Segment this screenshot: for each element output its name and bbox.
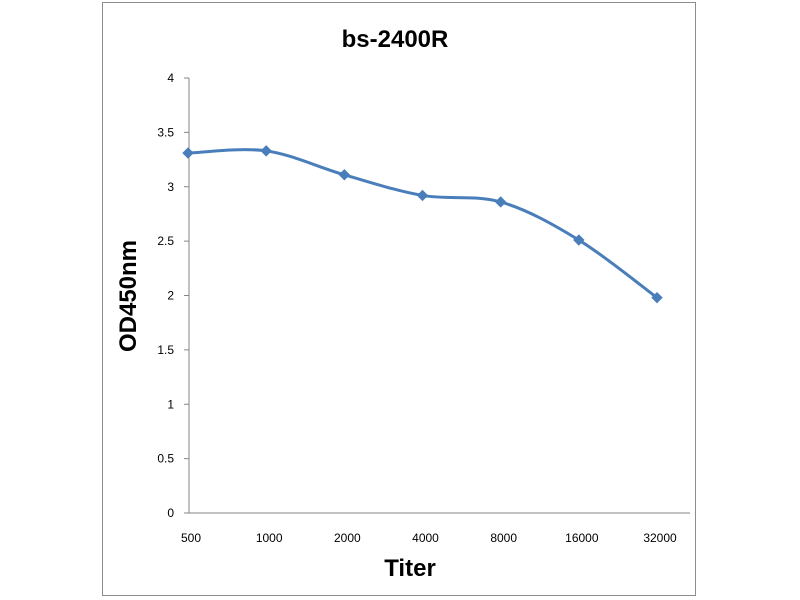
y-tick-label: 0.5	[157, 452, 174, 466]
data-point-marker	[573, 234, 585, 246]
x-tick-label: 1000	[256, 531, 283, 545]
y-tick-label: 2.5	[157, 234, 174, 248]
y-tick-label: 3	[167, 180, 174, 194]
data-point-marker	[260, 145, 272, 157]
x-tick-label: 8000	[490, 531, 517, 545]
x-tick-label: 500	[181, 531, 201, 545]
x-tick-label: 2000	[334, 531, 361, 545]
x-axis-label: Titer	[384, 555, 436, 582]
series-line	[187, 148, 658, 299]
data-point-marker	[494, 196, 507, 208]
chart-frame	[102, 2, 696, 596]
data-point-marker	[416, 189, 429, 202]
x-tick-label: 4000	[412, 531, 439, 545]
data-point-marker	[182, 147, 194, 159]
y-axis-label: OD450nm	[115, 240, 142, 352]
y-tick-label: 4	[167, 71, 174, 85]
series-group	[182, 145, 663, 304]
y-tick-label: 3.5	[157, 125, 174, 139]
data-point-marker	[338, 169, 351, 181]
y-tick-label: 2	[167, 289, 174, 303]
y-axis: 0 0.5 1 1.5 2 2.5 3 3.5 4	[157, 71, 190, 520]
x-tick-label: 16000	[565, 531, 599, 545]
data-point-marker	[651, 291, 663, 304]
y-tick-label: 0	[167, 506, 174, 520]
x-tick-label: 32000	[643, 531, 677, 545]
y-tick-label: 1	[167, 397, 174, 411]
chart-title: bs-2400R	[342, 26, 449, 53]
x-axis: 500 1000 2000 4000 8000 16000 32000	[181, 512, 690, 545]
y-tick-label: 1.5	[157, 343, 174, 357]
